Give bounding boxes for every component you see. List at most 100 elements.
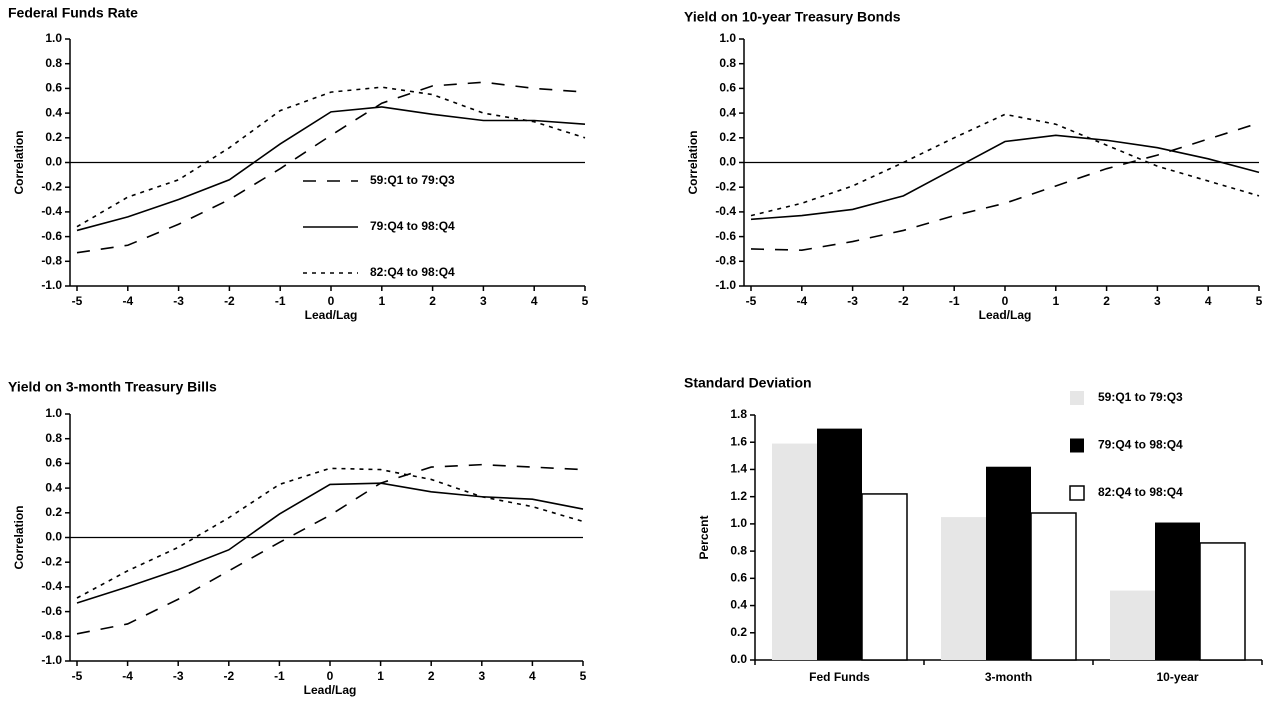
y-tick-label: -0.6 [715,229,736,243]
line-series [750,113,1260,217]
y-tick-label: -0.4 [41,579,62,593]
x-tick-label: 1 [377,669,384,683]
x-tick-label: Fed Funds [809,670,870,684]
y-tick-label: -0.2 [715,179,736,193]
y-tick-label: 0.6 [45,81,62,95]
bar [1155,522,1200,660]
bar [817,428,862,660]
x-tick-label: -3 [847,294,858,308]
y-tick-label: -0.8 [41,253,62,267]
y-tick-label: 1.0 [719,31,736,45]
x-tick-label: 5 [1256,294,1263,308]
y-tick-label: 0.0 [45,155,62,169]
x-tick-label: -4 [122,669,133,683]
x-tick-label: 3 [478,669,485,683]
x-tick-label: -5 [72,294,83,308]
x-tick-label: 0 [328,294,335,308]
y-axis-label: Percent [697,515,711,559]
y-tick-label: 1.4 [730,462,747,476]
legend-label: 59:Q1 to 79:Q3 [1098,390,1183,404]
y-tick-label: 1.0 [45,31,62,45]
bar [772,443,817,660]
y-tick-label: 0.8 [45,431,62,445]
bar [861,493,908,661]
x-tick-label: 0 [1002,294,1009,308]
x-axis-label: Lead/Lag [304,683,357,697]
x-tick-label: 5 [582,294,589,308]
y-tick-label: 1.8 [730,407,747,421]
legend-swatch [1069,485,1085,501]
x-tick-label: -3 [173,294,184,308]
y-tick-label: 0.8 [730,543,747,557]
x-tick-label: -3 [173,669,184,683]
x-tick-label: 10-year [1156,670,1198,684]
y-tick-label: 0.8 [45,56,62,70]
y-tick-label: -0.2 [41,554,62,568]
y-tick-label: 0.4 [719,105,736,119]
y-tick-label: 0.0 [719,155,736,169]
legend-label: 79:Q4 to 98:Q4 [1098,438,1183,452]
y-tick-label: -0.8 [41,628,62,642]
line-series [76,463,584,635]
y-tick-label: -0.8 [715,253,736,267]
x-tick-label: -2 [223,669,234,683]
x-tick-label: -4 [122,294,133,308]
x-tick-label: 4 [1205,294,1212,308]
x-axis-label: Lead/Lag [305,308,358,322]
x-tick-label: -4 [796,294,807,308]
y-tick-label: 0.2 [45,130,62,144]
y-tick-label: 0.0 [730,652,747,666]
y-tick-label: 0.4 [45,105,62,119]
x-tick-label: -5 [746,294,757,308]
legend-label: 82:Q4 to 98:Q4 [370,265,455,279]
y-tick-label: 0.2 [719,130,736,144]
x-tick-label: -1 [949,294,960,308]
legend-label: 79:Q4 to 98:Q4 [370,219,455,233]
legend-label: 59:Q1 to 79:Q3 [370,173,455,187]
x-tick-label: 0 [327,669,334,683]
line-series [76,106,586,232]
y-tick-label: -0.6 [41,604,62,618]
line-series [750,134,1260,221]
x-tick-label: 4 [531,294,538,308]
y-tick-label: -0.2 [41,179,62,193]
y-tick-label: 1.0 [45,406,62,420]
x-tick-label: 4 [529,669,536,683]
line-series [76,86,586,228]
bar [1030,512,1077,661]
y-tick-label: 0.8 [719,56,736,70]
y-tick-label: 0.4 [730,598,747,612]
y-tick-label: 0.2 [730,625,747,639]
x-tick-label: 2 [1103,294,1110,308]
chart-title: Standard Deviation [684,375,812,391]
line-series [750,122,1260,251]
x-tick-label: 3-month [985,670,1032,684]
bar [1199,542,1246,661]
y-axis-label: Correlation [686,130,700,194]
y-tick-label: 0.2 [45,505,62,519]
y-tick-label: -1.0 [41,278,62,292]
line-series [76,81,586,254]
x-tick-label: -2 [224,294,235,308]
x-tick-label: 3 [1154,294,1161,308]
chart-title: Yield on 10-year Treasury Bonds [684,9,901,25]
bar [986,466,1031,660]
x-tick-label: 3 [480,294,487,308]
y-tick-label: 0.6 [719,81,736,95]
x-axis-label: Lead/Lag [979,308,1032,322]
chart-title: Yield on 3-month Treasury Bills [8,379,217,395]
chart-title: Federal Funds Rate [8,5,138,21]
y-tick-label: 1.0 [730,516,747,530]
bar [1110,590,1155,660]
x-tick-label: 1 [1052,294,1059,308]
y-tick-label: 0.6 [45,456,62,470]
x-tick-label: -1 [274,669,285,683]
x-tick-label: 2 [429,294,436,308]
legend-label: 82:Q4 to 98:Q4 [1098,485,1183,499]
legend-swatch [1070,438,1084,453]
y-tick-label: 1.6 [730,434,747,448]
x-tick-label: -1 [275,294,286,308]
x-tick-label: 1 [378,294,385,308]
y-tick-label: -1.0 [41,653,62,667]
